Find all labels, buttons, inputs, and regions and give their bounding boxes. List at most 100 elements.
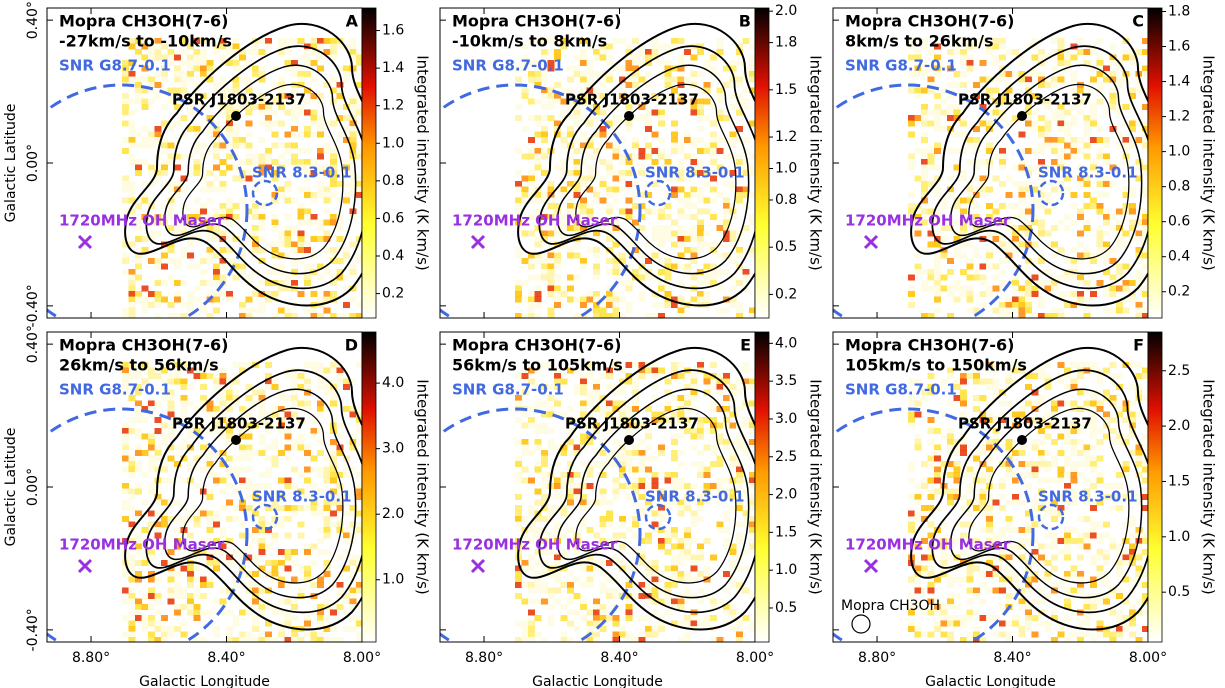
emission-texture xyxy=(349,604,357,610)
emission-texture xyxy=(927,208,935,215)
emission-texture xyxy=(521,560,529,566)
emission-texture xyxy=(992,153,1000,160)
emission-texture xyxy=(297,164,305,171)
emission-texture xyxy=(1090,76,1097,83)
emission-texture xyxy=(953,247,961,253)
emission-texture xyxy=(258,549,266,555)
emission-texture xyxy=(677,170,685,176)
colorbar-tick-label: 3.0 xyxy=(775,411,797,427)
colorbar-tick-label: 0.6 xyxy=(1168,214,1190,230)
emission-texture xyxy=(554,285,561,292)
emission-texture xyxy=(304,543,311,550)
emission-texture xyxy=(632,319,639,325)
emission-texture xyxy=(213,538,220,544)
emission-texture xyxy=(593,604,600,610)
emission-texture xyxy=(716,49,724,55)
emission-texture xyxy=(349,170,357,176)
emission-texture xyxy=(167,258,175,264)
emission-texture xyxy=(252,450,259,456)
emission-texture xyxy=(729,615,737,621)
emission-texture xyxy=(206,131,214,138)
emission-texture xyxy=(927,313,935,318)
emission-texture xyxy=(343,76,350,83)
emission-texture xyxy=(154,71,162,77)
emission-texture xyxy=(1142,230,1148,237)
emission-texture xyxy=(729,505,737,511)
emission-texture xyxy=(973,82,980,88)
emission-texture xyxy=(534,285,542,292)
emission-texture xyxy=(723,219,730,226)
emission-texture xyxy=(180,71,188,77)
emission-texture xyxy=(567,76,574,83)
emission-texture xyxy=(567,126,574,132)
emission-texture xyxy=(769,60,776,66)
emission-texture xyxy=(174,367,181,374)
emission-texture xyxy=(336,214,344,220)
emission-texture xyxy=(703,428,711,434)
emission-texture xyxy=(638,170,646,176)
emission-texture xyxy=(376,192,383,198)
emission-texture xyxy=(297,587,305,594)
emission-texture xyxy=(304,549,311,555)
emission-texture xyxy=(258,65,266,72)
emission-texture xyxy=(560,43,568,50)
emission-texture xyxy=(1031,203,1039,209)
emission-texture xyxy=(638,76,646,83)
emission-texture xyxy=(1109,274,1117,281)
emission-texture xyxy=(593,532,600,539)
emission-texture xyxy=(245,236,253,242)
emission-texture xyxy=(128,159,136,165)
emission-texture xyxy=(226,247,233,253)
emission-texture xyxy=(703,280,711,286)
emission-texture xyxy=(1005,87,1013,94)
emission-texture xyxy=(541,274,548,281)
emission-texture xyxy=(934,115,941,121)
emission-texture xyxy=(671,422,678,429)
emission-texture xyxy=(1077,98,1084,105)
emission-texture xyxy=(213,384,220,390)
emission-texture xyxy=(187,571,194,577)
emission-texture xyxy=(547,93,555,99)
emission-texture xyxy=(1038,225,1045,231)
emission-texture xyxy=(953,197,961,204)
emission-texture xyxy=(187,461,194,467)
emission-texture xyxy=(1025,115,1032,121)
emission-texture xyxy=(226,197,233,204)
emission-texture xyxy=(908,422,915,429)
emission-texture xyxy=(324,319,331,325)
emission-texture xyxy=(606,516,613,522)
emission-texture xyxy=(684,263,691,270)
emission-texture xyxy=(567,203,574,209)
emission-texture xyxy=(677,302,685,308)
emission-texture xyxy=(625,302,633,308)
emission-texture xyxy=(599,93,607,99)
emission-texture xyxy=(330,422,337,429)
emission-texture xyxy=(122,439,129,445)
emission-texture xyxy=(560,98,568,105)
emission-texture xyxy=(606,499,613,506)
emission-texture xyxy=(547,307,555,314)
emission-texture xyxy=(573,296,581,303)
emission-texture xyxy=(1122,137,1130,143)
emission-texture xyxy=(986,285,993,292)
emission-texture xyxy=(638,466,646,473)
emission-texture xyxy=(206,291,214,297)
emission-texture xyxy=(135,49,142,55)
emission-texture xyxy=(593,109,600,116)
emission-texture xyxy=(180,186,188,193)
emission-texture xyxy=(161,521,168,528)
emission-texture xyxy=(304,148,311,154)
emission-texture xyxy=(271,291,279,297)
emission-texture xyxy=(323,82,331,88)
emission-texture xyxy=(219,170,227,176)
emission-texture xyxy=(534,208,542,215)
emission-texture xyxy=(278,43,285,50)
emission-texture xyxy=(1051,313,1058,318)
emission-texture xyxy=(291,313,298,318)
emission-texture xyxy=(122,258,129,264)
emission-texture xyxy=(580,38,587,44)
emission-texture xyxy=(547,395,555,401)
emission-texture xyxy=(200,186,207,193)
emission-texture xyxy=(291,60,298,66)
emission-texture xyxy=(310,362,318,368)
